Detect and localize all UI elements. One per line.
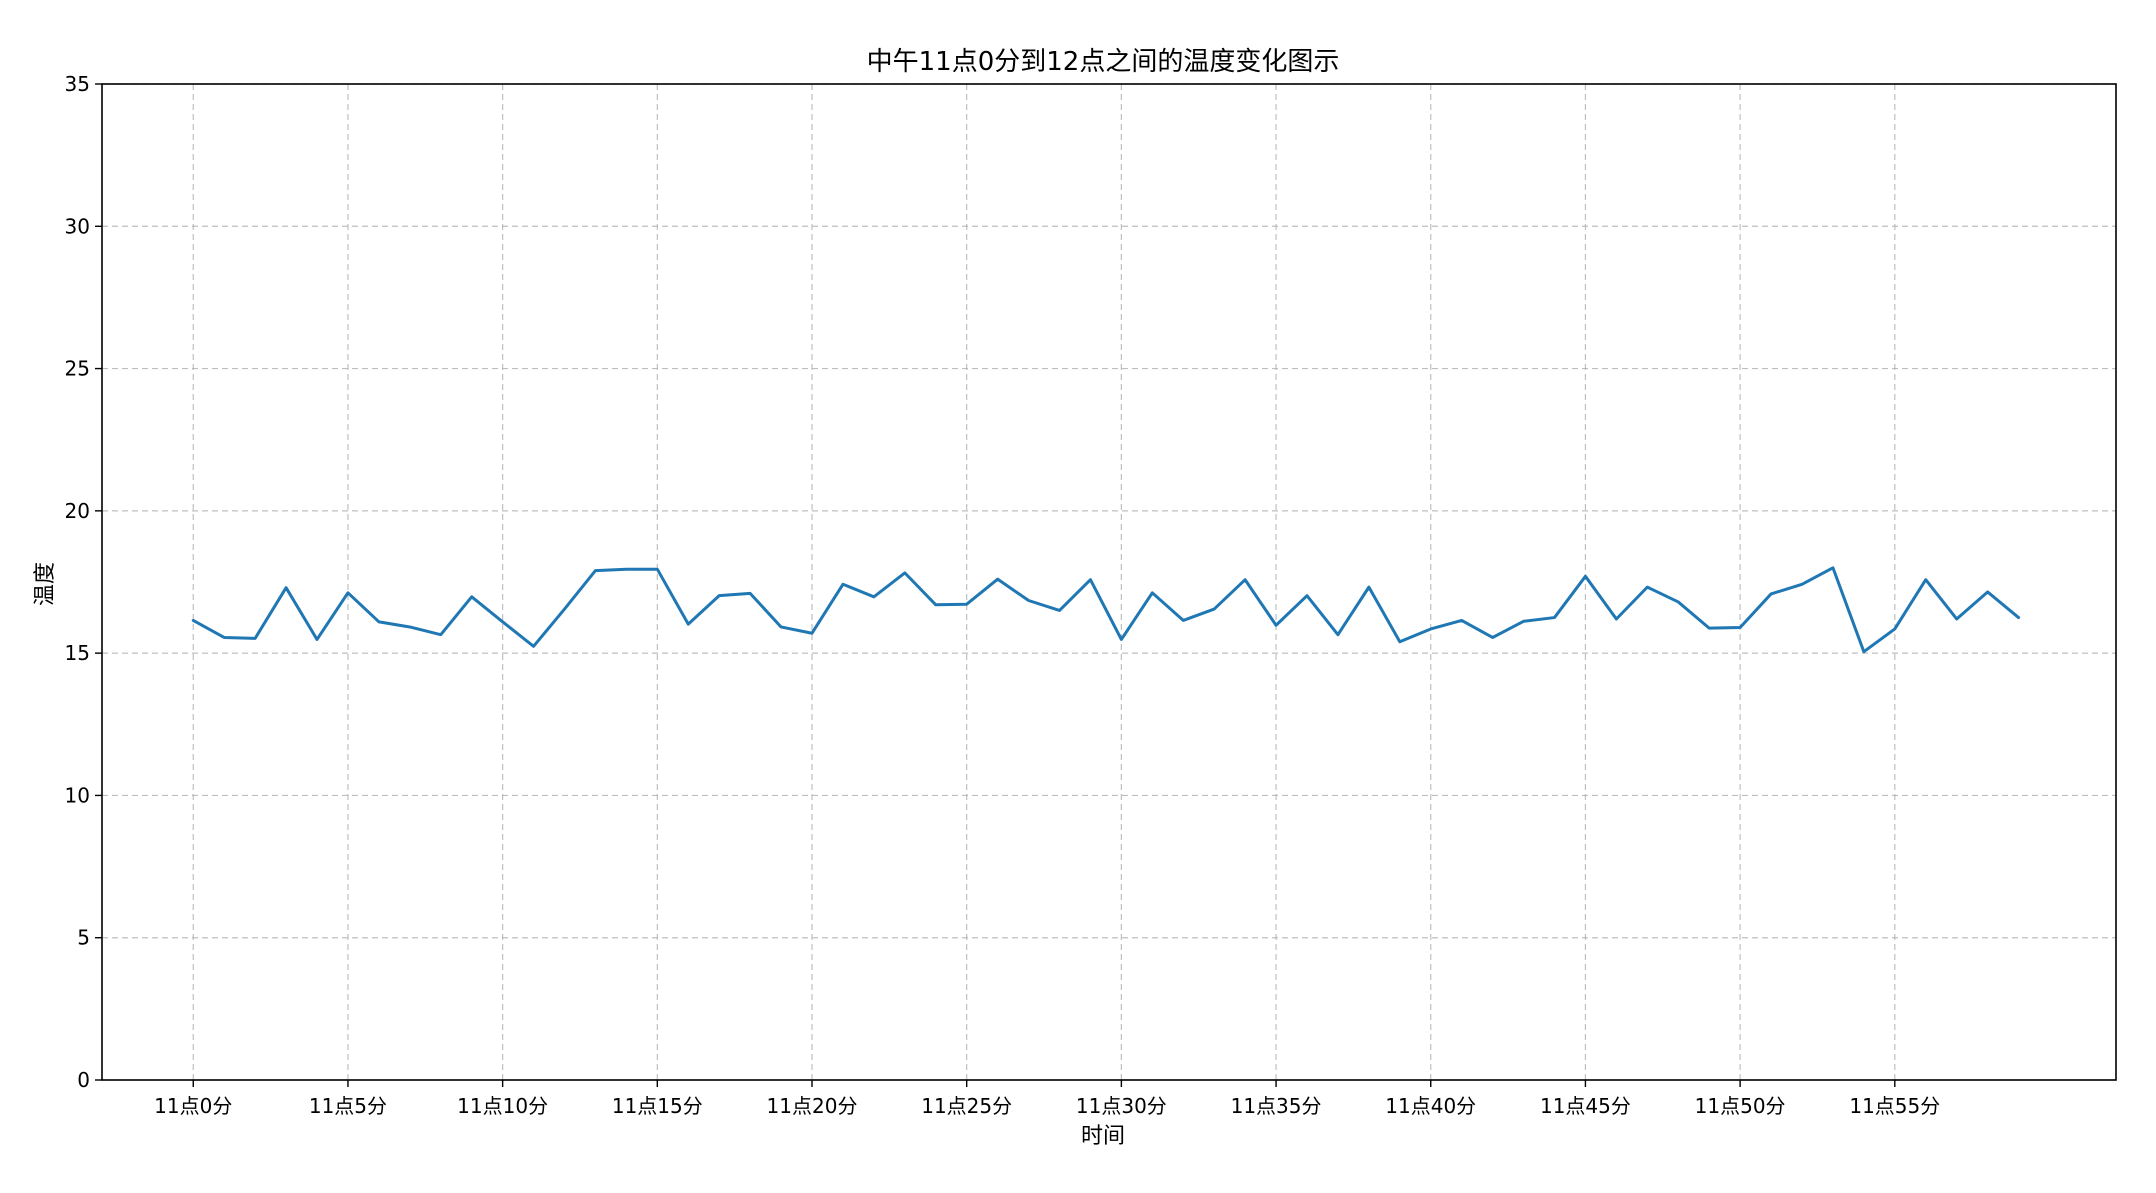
y-tick-label: 30 (65, 214, 90, 238)
y-tick-label: 35 (65, 72, 90, 96)
chart-title: 中午11点0分到12点之间的温度变化图示 (867, 47, 1340, 77)
x-tick-label: 11点10分 (457, 1094, 548, 1118)
x-tick-label: 11点45分 (1540, 1094, 1631, 1118)
x-tick-label: 11点15分 (612, 1094, 703, 1118)
x-axis-label: 时间 (1081, 1124, 1125, 1149)
y-tick-label: 25 (65, 357, 90, 381)
y-tick-label: 0 (77, 1068, 90, 1092)
x-tick-label: 11点40分 (1385, 1094, 1476, 1118)
x-tick-label: 11点0分 (154, 1094, 232, 1118)
x-tick-label: 11点25分 (921, 1094, 1012, 1118)
y-tick-label: 15 (65, 641, 90, 665)
x-tick-label: 11点20分 (767, 1094, 858, 1118)
x-tick-label: 11点55分 (1849, 1094, 1940, 1118)
x-tick-label: 11点5分 (309, 1094, 387, 1118)
y-tick-label: 10 (65, 783, 90, 807)
x-tick-label: 11点30分 (1076, 1094, 1167, 1118)
x-tick-label: 11点35分 (1231, 1094, 1322, 1118)
y-axis-label: 温度 (33, 562, 58, 606)
x-tick-label: 11点50分 (1695, 1094, 1786, 1118)
y-tick-label: 20 (65, 499, 90, 523)
y-tick-label: 5 (77, 926, 90, 950)
